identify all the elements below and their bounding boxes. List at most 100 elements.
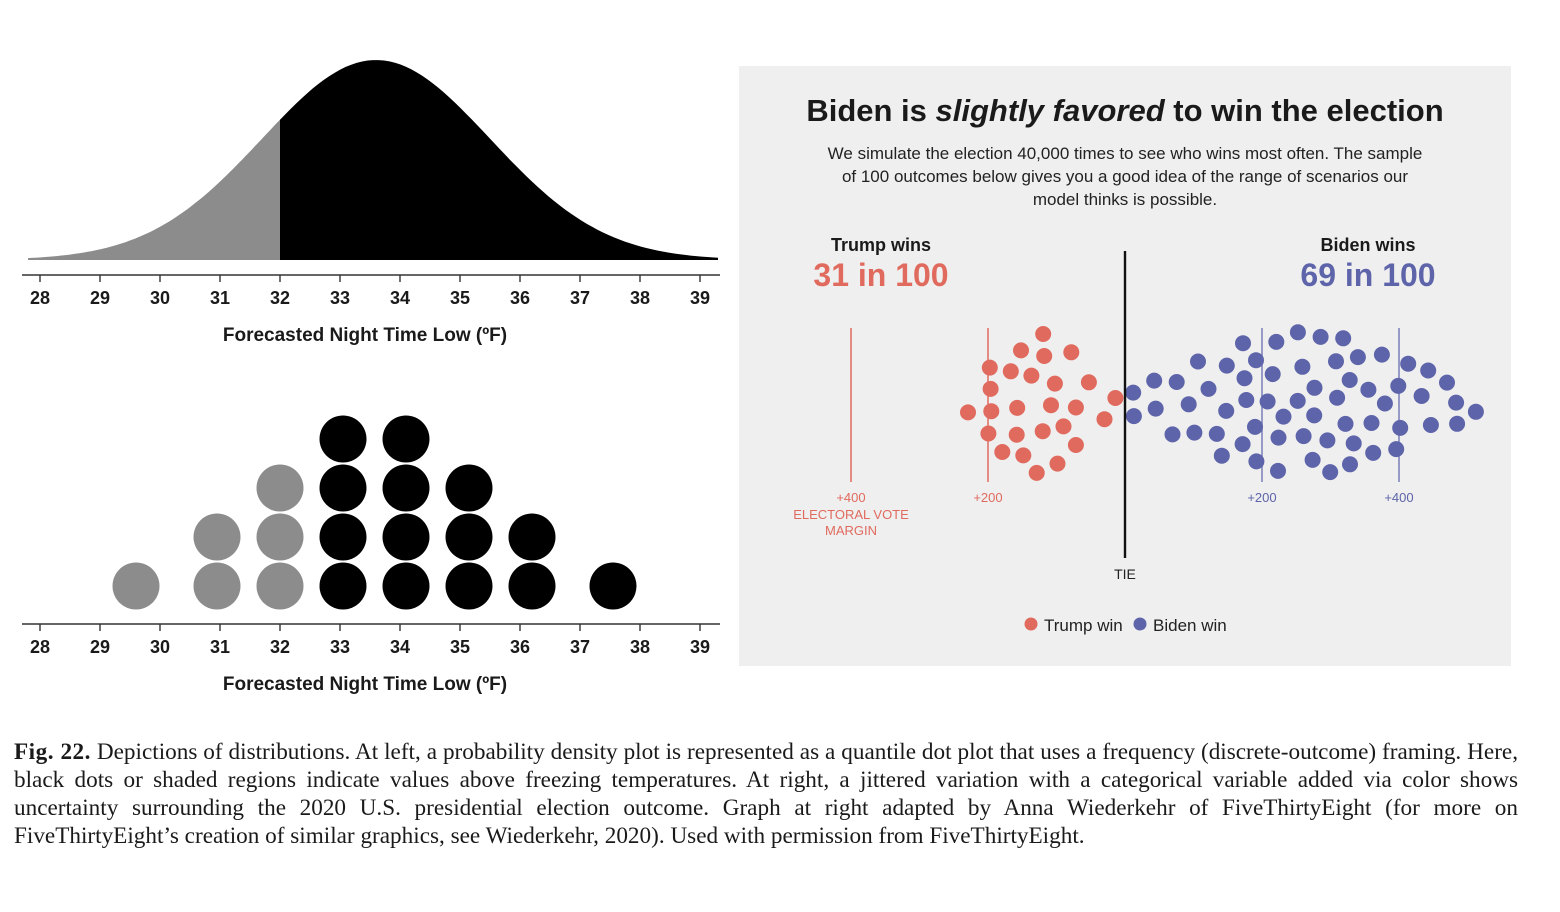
biden-wins-odds: 69 in 100	[1300, 257, 1435, 293]
biden-win-dot	[1294, 358, 1311, 375]
quantile-dots	[112, 415, 637, 610]
biden-win-dot	[1247, 418, 1263, 435]
quantile-dot	[256, 513, 304, 561]
biden-win-dot	[1400, 355, 1417, 372]
biden-win-dot	[1238, 392, 1255, 408]
biden-win-dot	[1164, 426, 1181, 443]
axis-label-trump-400: +400	[836, 490, 865, 505]
trump-win-dot	[1035, 326, 1052, 342]
quantile-dot	[256, 464, 304, 512]
biden-win-dot	[1439, 374, 1455, 391]
trump-win-dot	[980, 425, 997, 442]
biden-win-dot	[1268, 333, 1285, 350]
dotplot-tick-label: 39	[690, 637, 710, 657]
quantile-dot-plot: 28 29 30 31 32 33 34 35 36 37 38 39 Forecasted Nigh…	[22, 415, 720, 695]
biden-win-dot	[1248, 352, 1264, 369]
quantile-dot	[193, 513, 241, 561]
trump-win-dot	[1002, 363, 1019, 380]
trump-win-dot	[1028, 464, 1045, 481]
biden-win-dot	[1235, 335, 1251, 352]
trump-win-dot	[960, 404, 976, 421]
quantile-dot	[319, 513, 367, 561]
election-subtitle-line-2: of 100 outcomes below gives you a good i…	[842, 167, 1408, 186]
biden-win-dot	[1289, 392, 1306, 409]
biden-win-dot	[1306, 407, 1323, 424]
density-tick-label: 30	[150, 288, 170, 308]
election-subtitle-line-1: We simulate the election 40,000 times to…	[828, 144, 1423, 163]
axis-title-line-1: ELECTORAL VOTE	[793, 507, 909, 522]
trump-win-dot	[981, 359, 998, 376]
axis-label-trump-200: +200	[973, 490, 1002, 505]
biden-win-dot	[1289, 324, 1306, 341]
density-tick-label: 29	[90, 288, 110, 308]
election-title: Biden is slightly favored to win the ele…	[806, 93, 1443, 128]
election-title-emphasis: slightly favored	[936, 93, 1166, 128]
biden-win-dot	[1304, 451, 1321, 468]
density-tick-label: 28	[30, 288, 50, 308]
quantile-dot	[319, 562, 367, 610]
election-subtitle-line-3: model thinks is possible.	[1033, 190, 1217, 209]
trump-win-dot	[994, 444, 1011, 460]
trump-win-dot	[1067, 399, 1084, 416]
biden-win-dot	[1335, 330, 1352, 347]
density-tick-label: 33	[330, 288, 350, 308]
legend-trump-swatch	[1024, 617, 1038, 631]
biden-win-dot	[1345, 435, 1362, 452]
biden-win-dot	[1295, 428, 1312, 445]
density-tick-label: 39	[690, 288, 710, 308]
biden-win-dot	[1248, 453, 1265, 470]
trump-win-dot	[1023, 367, 1040, 384]
trump-win-dots	[960, 326, 1124, 481]
quantile-dot	[508, 513, 556, 561]
axis-label-biden-400: +400	[1384, 490, 1413, 505]
legend-biden-swatch	[1133, 617, 1147, 631]
trump-win-dot	[1008, 426, 1025, 443]
dotplot-x-ticks: 28 29 30 31 32 33 34 35 36 37 38 39	[30, 624, 710, 657]
biden-win-dot	[1306, 379, 1323, 396]
biden-win-dot	[1213, 447, 1230, 464]
trump-win-dot	[1107, 390, 1124, 406]
biden-win-dot	[1234, 436, 1251, 453]
density-x-axis-title: Forecasted Night Time Low (ºF)	[223, 325, 507, 346]
biden-win-dot	[1413, 388, 1430, 404]
dotplot-tick-label: 34	[390, 637, 410, 657]
dotplot-tick-label: 30	[150, 637, 170, 657]
biden-win-dot	[1337, 415, 1354, 432]
dotplot-tick-label: 32	[270, 637, 290, 657]
biden-win-dot	[1125, 408, 1142, 425]
density-tick-label: 36	[510, 288, 530, 308]
biden-win-dot	[1180, 396, 1197, 413]
dotplot-x-axis-title: Forecasted Night Time Low (ºF)	[223, 674, 507, 695]
biden-win-dot	[1449, 415, 1466, 432]
trump-win-dot	[1067, 437, 1084, 453]
biden-win-dot	[1376, 395, 1393, 412]
quantile-dot	[589, 562, 637, 610]
biden-win-dot	[1422, 417, 1439, 433]
election-title-pre: Biden is	[806, 93, 935, 128]
density-tick-label: 35	[450, 288, 470, 308]
biden-win-dot	[1329, 389, 1346, 406]
biden-win-dot	[1328, 353, 1344, 370]
biden-win-dot	[1275, 408, 1292, 425]
biden-win-dot	[1365, 444, 1382, 461]
quantile-dot	[382, 415, 430, 463]
quantile-dot	[445, 562, 493, 610]
dotplot-tick-label: 31	[210, 637, 230, 657]
biden-win-dots	[1125, 324, 1484, 481]
biden-win-dot	[1147, 400, 1164, 417]
dotplot-tick-label: 37	[570, 637, 590, 657]
trump-win-dot	[982, 380, 999, 397]
trump-win-dot	[1055, 418, 1072, 435]
dotplot-tick-label: 36	[510, 637, 530, 657]
election-panel: Biden is slightly favored to win the ele…	[739, 66, 1511, 666]
trump-win-dot	[1096, 411, 1113, 428]
axis-label-biden-200: +200	[1247, 490, 1276, 505]
trump-wins-label: Trump wins	[831, 235, 931, 255]
biden-win-dot	[1218, 357, 1235, 374]
density-plot: 28 29 30 31 32 33 34 35 36 37 38 39 Forecasted Nigh…	[22, 60, 720, 346]
dotplot-tick-label: 33	[330, 637, 350, 657]
trump-win-dot	[983, 403, 1000, 420]
trump-win-dot	[1034, 423, 1051, 440]
biden-win-dot	[1125, 384, 1142, 401]
biden-win-dot	[1363, 415, 1380, 431]
